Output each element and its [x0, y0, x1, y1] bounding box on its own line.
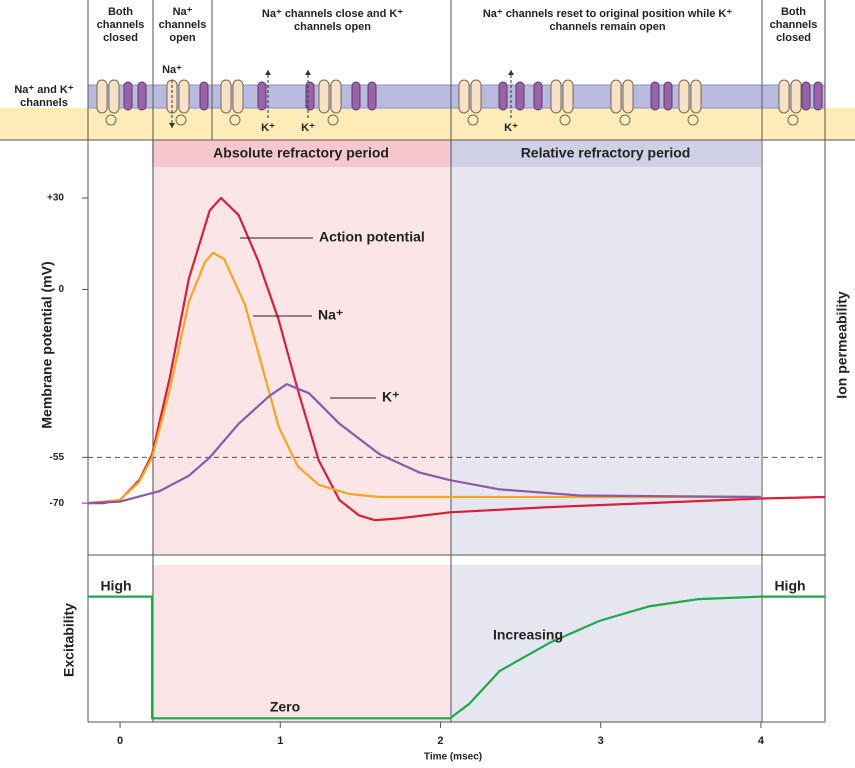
na-channel: [778, 79, 790, 114]
k-channel: [650, 81, 660, 111]
ion-label: Na⁺: [162, 64, 182, 76]
gate: [559, 114, 571, 126]
na-channel: [318, 79, 330, 114]
k-channel: [515, 81, 525, 111]
column-label: Na⁺ channels open: [158, 6, 207, 44]
region-band: [152, 140, 451, 167]
gate: [175, 114, 187, 126]
series-label: Na⁺: [318, 307, 343, 323]
gate: [787, 114, 799, 126]
ion-label: K⁺: [301, 122, 315, 134]
series-line: [87, 251, 761, 505]
column-label: Na⁺ channels reset to original position …: [482, 8, 733, 33]
region: [450, 140, 761, 555]
arrow-head: [305, 70, 311, 75]
na-channel: [610, 79, 622, 114]
k-channel: [367, 81, 377, 111]
gate: [327, 114, 339, 126]
ion-label: K⁺: [504, 122, 518, 134]
k-channel: [257, 81, 267, 111]
na-channel: [470, 79, 482, 114]
na-channel: [622, 79, 634, 114]
na-channel: [550, 79, 562, 114]
gate: [619, 114, 631, 126]
x-tick-label: 4: [758, 735, 765, 747]
annotation: High: [774, 578, 805, 594]
k-channel: [199, 81, 209, 111]
region: [152, 140, 451, 555]
region-label: Relative refractory period: [521, 145, 691, 161]
gate: [229, 114, 241, 126]
region-band: [450, 140, 761, 167]
gate: [467, 114, 479, 126]
annotation: Zero: [270, 699, 300, 715]
y-tick-label: -55: [50, 452, 65, 463]
series-line: [88, 196, 826, 522]
na-channel: [678, 79, 690, 114]
x-tick-label: 2: [437, 735, 443, 747]
column-label: Both channels closed: [96, 6, 145, 44]
k-channel: [663, 81, 673, 111]
arrow-head: [508, 70, 514, 75]
x-label: Time (msec): [424, 752, 482, 763]
na-channel: [178, 79, 190, 114]
column-label: Na⁺ channels close and K⁺ channels open: [261, 8, 404, 33]
series-line: [87, 383, 761, 505]
x-tick-label: 0: [117, 735, 123, 747]
region: [450, 565, 761, 722]
row-label: Na⁺ and K⁺ channels: [14, 84, 74, 109]
series-label: K⁺: [382, 389, 400, 405]
na-channel: [458, 79, 470, 114]
na-channel: [562, 79, 574, 114]
gate: [105, 114, 117, 126]
na-channel: [690, 79, 702, 114]
x-tick-label: 1: [277, 735, 283, 747]
na-channel: [220, 79, 232, 114]
na-channel: [330, 79, 342, 114]
k-channel: [123, 81, 133, 111]
ion-label: K⁺: [261, 122, 275, 134]
k-channel: [498, 81, 508, 111]
na-channel: [96, 79, 108, 114]
arrow-head: [169, 123, 175, 128]
column-label: Both channels closed: [769, 6, 818, 44]
k-channel: [801, 81, 811, 111]
k-channel: [351, 81, 361, 111]
series-label: Action potential: [319, 229, 425, 245]
arrow-head: [265, 70, 271, 75]
na-channel: [232, 79, 244, 114]
cytoplasm: [0, 108, 855, 140]
membrane: [87, 84, 826, 109]
annotation: Increasing: [493, 627, 563, 643]
na-channel: [108, 79, 120, 114]
na-channel: [790, 79, 802, 114]
series-line: [88, 595, 825, 720]
k-channel: [305, 81, 315, 111]
y-tick-label: 0: [58, 284, 64, 295]
y-label: Membrane potential (mV): [39, 261, 55, 428]
annotation: High: [100, 578, 131, 594]
y2-label: Ion permeability: [834, 291, 850, 399]
k-channel: [533, 81, 543, 111]
region: [152, 565, 451, 722]
region-label: Absolute refractory period: [213, 145, 389, 161]
x-tick-label: 3: [598, 735, 604, 747]
y-tick-label: -70: [50, 498, 65, 509]
k-channel: [813, 81, 823, 111]
gate: [687, 114, 699, 126]
y-label: Excitability: [61, 603, 77, 677]
k-channel: [137, 81, 147, 111]
y-tick-label: +30: [47, 193, 64, 204]
